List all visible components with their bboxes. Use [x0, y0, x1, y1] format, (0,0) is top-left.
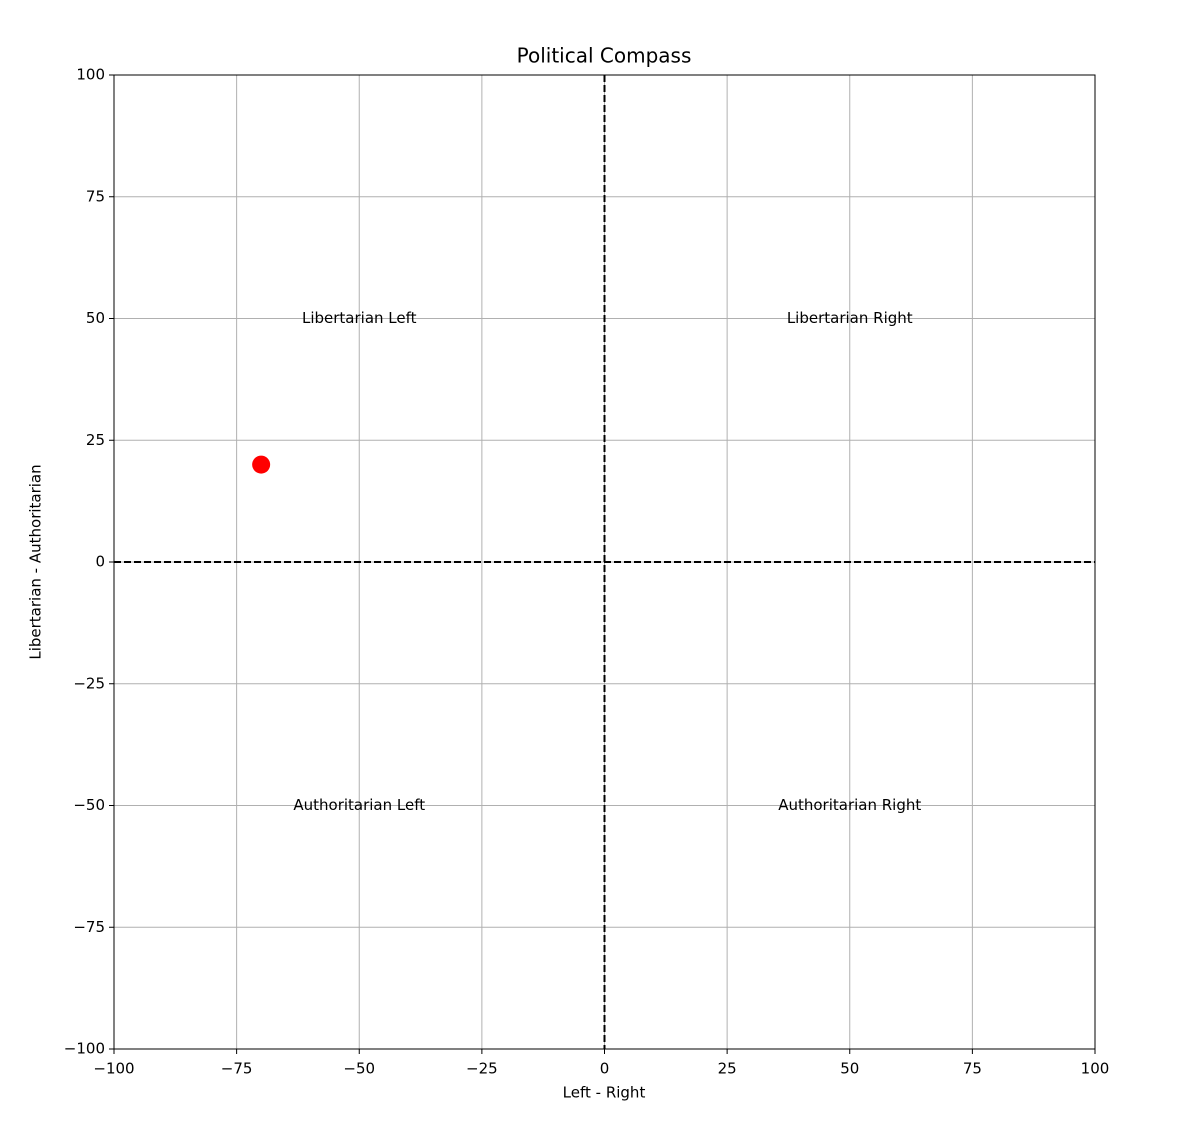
x-tick-label: −25 — [466, 1060, 498, 1078]
y-tick-label: −25 — [73, 674, 105, 692]
annotation: Authoritarian Right — [778, 796, 921, 814]
x-tick-label: 75 — [963, 1060, 982, 1078]
y-tick-label: 75 — [86, 187, 105, 205]
annotation: Libertarian Left — [302, 309, 417, 327]
y-axis-label: Libertarian - Authoritarian — [27, 464, 45, 659]
annotation: Libertarian Right — [787, 309, 913, 327]
y-tick-label: 25 — [86, 431, 105, 449]
chart-title: Political Compass — [517, 44, 692, 68]
x-tick-label: −50 — [343, 1060, 375, 1078]
y-tick-label: −75 — [73, 918, 105, 936]
y-tick-label: 100 — [76, 66, 105, 84]
y-tick-label: 50 — [86, 309, 105, 327]
point — [252, 455, 271, 474]
y-tick-label: −50 — [73, 796, 105, 814]
x-axis-label: Left - Right — [563, 1084, 646, 1102]
plot-frame — [113, 74, 1096, 1050]
x-tick-label: 50 — [840, 1060, 859, 1078]
y-tick-label: 0 — [95, 553, 105, 571]
x-tick-label: 100 — [1081, 1060, 1110, 1078]
x-tick-label: 0 — [600, 1060, 610, 1078]
x-tick-label: −75 — [221, 1060, 253, 1078]
annotation: Authoritarian Left — [293, 796, 425, 814]
x-tick-label: −100 — [93, 1060, 134, 1078]
x-tick-label: 25 — [718, 1060, 737, 1078]
y-tick-label: −100 — [64, 1040, 105, 1058]
